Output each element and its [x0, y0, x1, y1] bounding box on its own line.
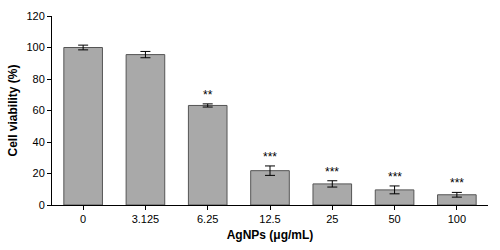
svg-text:6.25: 6.25 — [197, 213, 218, 225]
svg-text:12.5: 12.5 — [259, 213, 280, 225]
svg-text:80: 80 — [33, 73, 45, 85]
svg-text:***: *** — [325, 165, 339, 179]
svg-text:100: 100 — [448, 213, 466, 225]
svg-text:25: 25 — [326, 213, 338, 225]
svg-text:50: 50 — [388, 213, 400, 225]
svg-text:3.125: 3.125 — [132, 213, 160, 225]
svg-text:***: *** — [388, 170, 402, 184]
svg-text:120: 120 — [26, 10, 44, 22]
svg-text:100: 100 — [26, 41, 44, 53]
svg-text:***: *** — [263, 150, 277, 164]
svg-text:40: 40 — [33, 136, 45, 148]
svg-text:**: ** — [203, 88, 213, 102]
svg-text:60: 60 — [33, 104, 45, 116]
svg-text:0: 0 — [80, 213, 86, 225]
svg-text:0: 0 — [39, 199, 45, 211]
svg-text:***: *** — [450, 176, 464, 190]
svg-text:20: 20 — [33, 167, 45, 179]
svg-text:AgNPs (μg/mL): AgNPs (μg/mL) — [227, 228, 314, 242]
svg-text:Cell viability (%): Cell viability (%) — [6, 64, 20, 156]
